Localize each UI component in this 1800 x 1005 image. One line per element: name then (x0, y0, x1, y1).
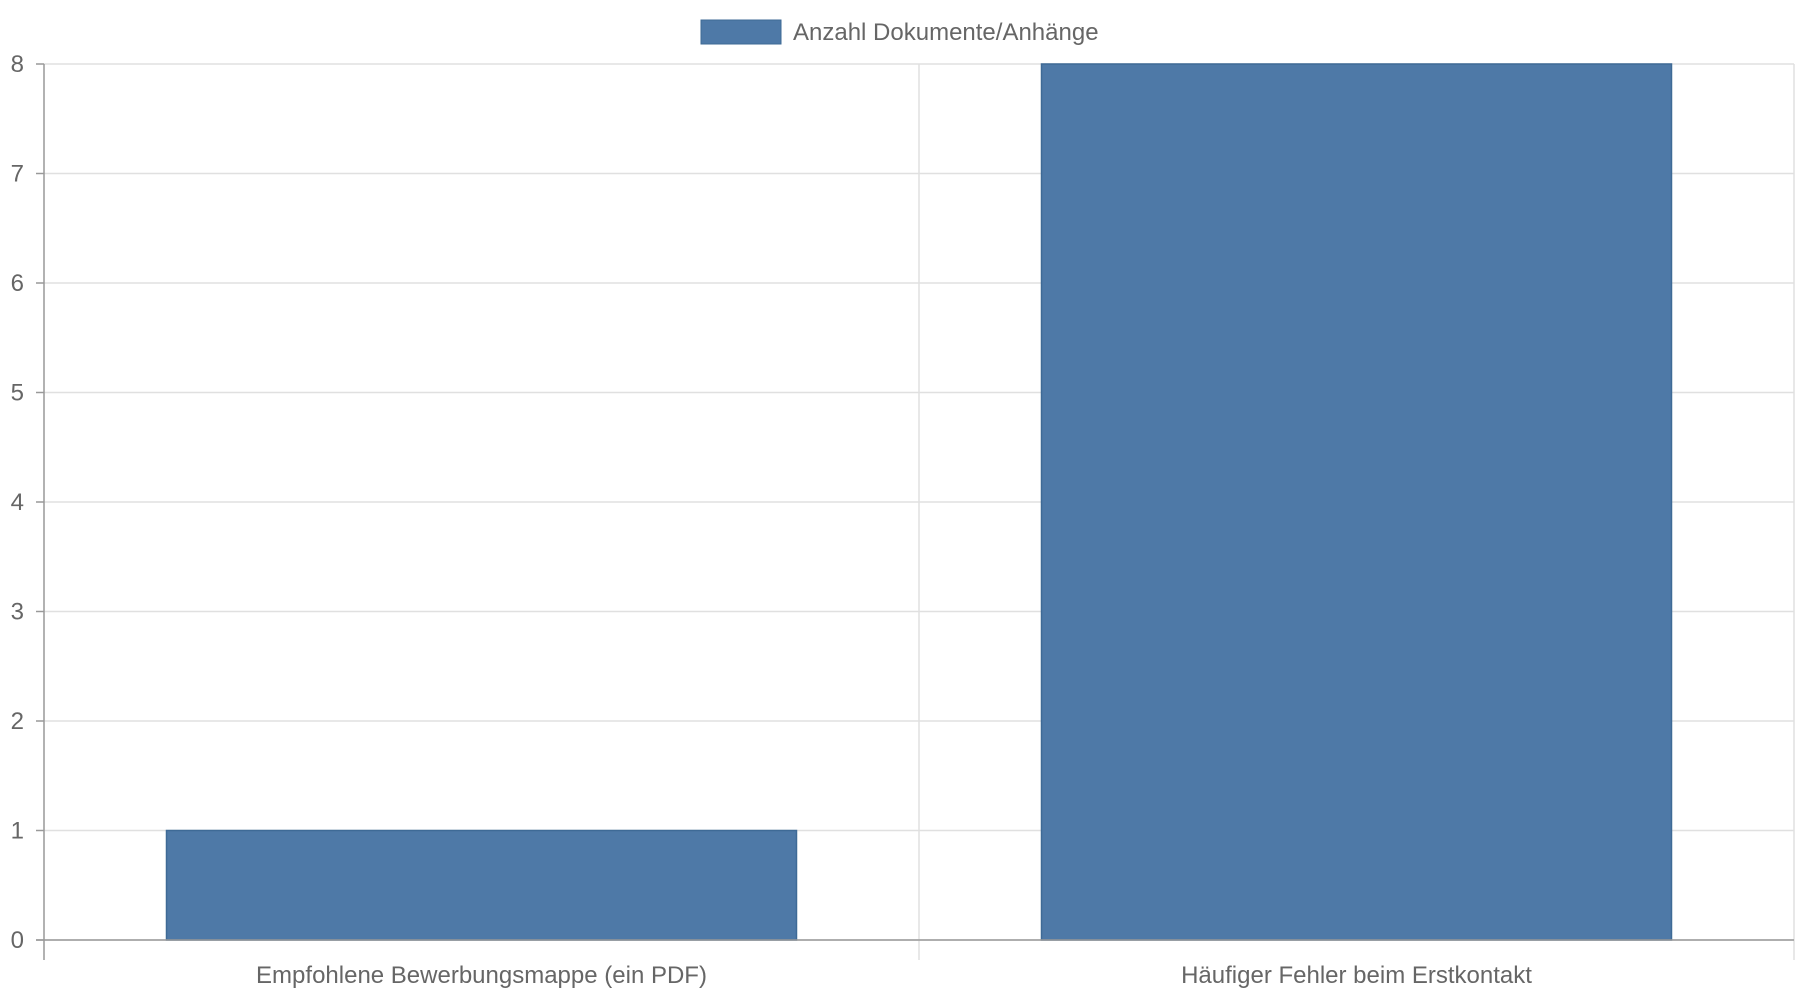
y-tick-label: 0 (11, 927, 24, 954)
y-tick-label: 7 (11, 161, 24, 188)
bar[interactable] (1040, 63, 1673, 941)
x-axis-ticks: Empfohlene Bewerbungsmappe (ein PDF) Häuf… (256, 962, 1532, 989)
y-tick-label: 3 (11, 599, 24, 626)
legend-label: Anzahl Dokumente/Anhänge (793, 19, 1099, 46)
y-tick-label: 5 (11, 380, 24, 407)
y-tick-label: 6 (11, 270, 24, 297)
y-axis-ticks: 0 1 2 3 4 5 6 7 8 (11, 51, 44, 954)
x-tick-label: Häufiger Fehler beim Erstkontakt (1181, 962, 1532, 989)
y-tick-label: 4 (11, 489, 24, 516)
legend-swatch (700, 19, 782, 45)
y-tick-label: 8 (11, 51, 24, 78)
y-tick-label: 1 (11, 818, 24, 845)
bar[interactable] (165, 829, 798, 941)
legend[interactable]: Anzahl Dokumente/Anhänge (700, 19, 1099, 46)
bars (165, 63, 1673, 941)
x-tick-label: Empfohlene Bewerbungsmappe (ein PDF) (256, 962, 707, 989)
y-tick-label: 2 (11, 708, 24, 735)
axes (36, 64, 1794, 960)
